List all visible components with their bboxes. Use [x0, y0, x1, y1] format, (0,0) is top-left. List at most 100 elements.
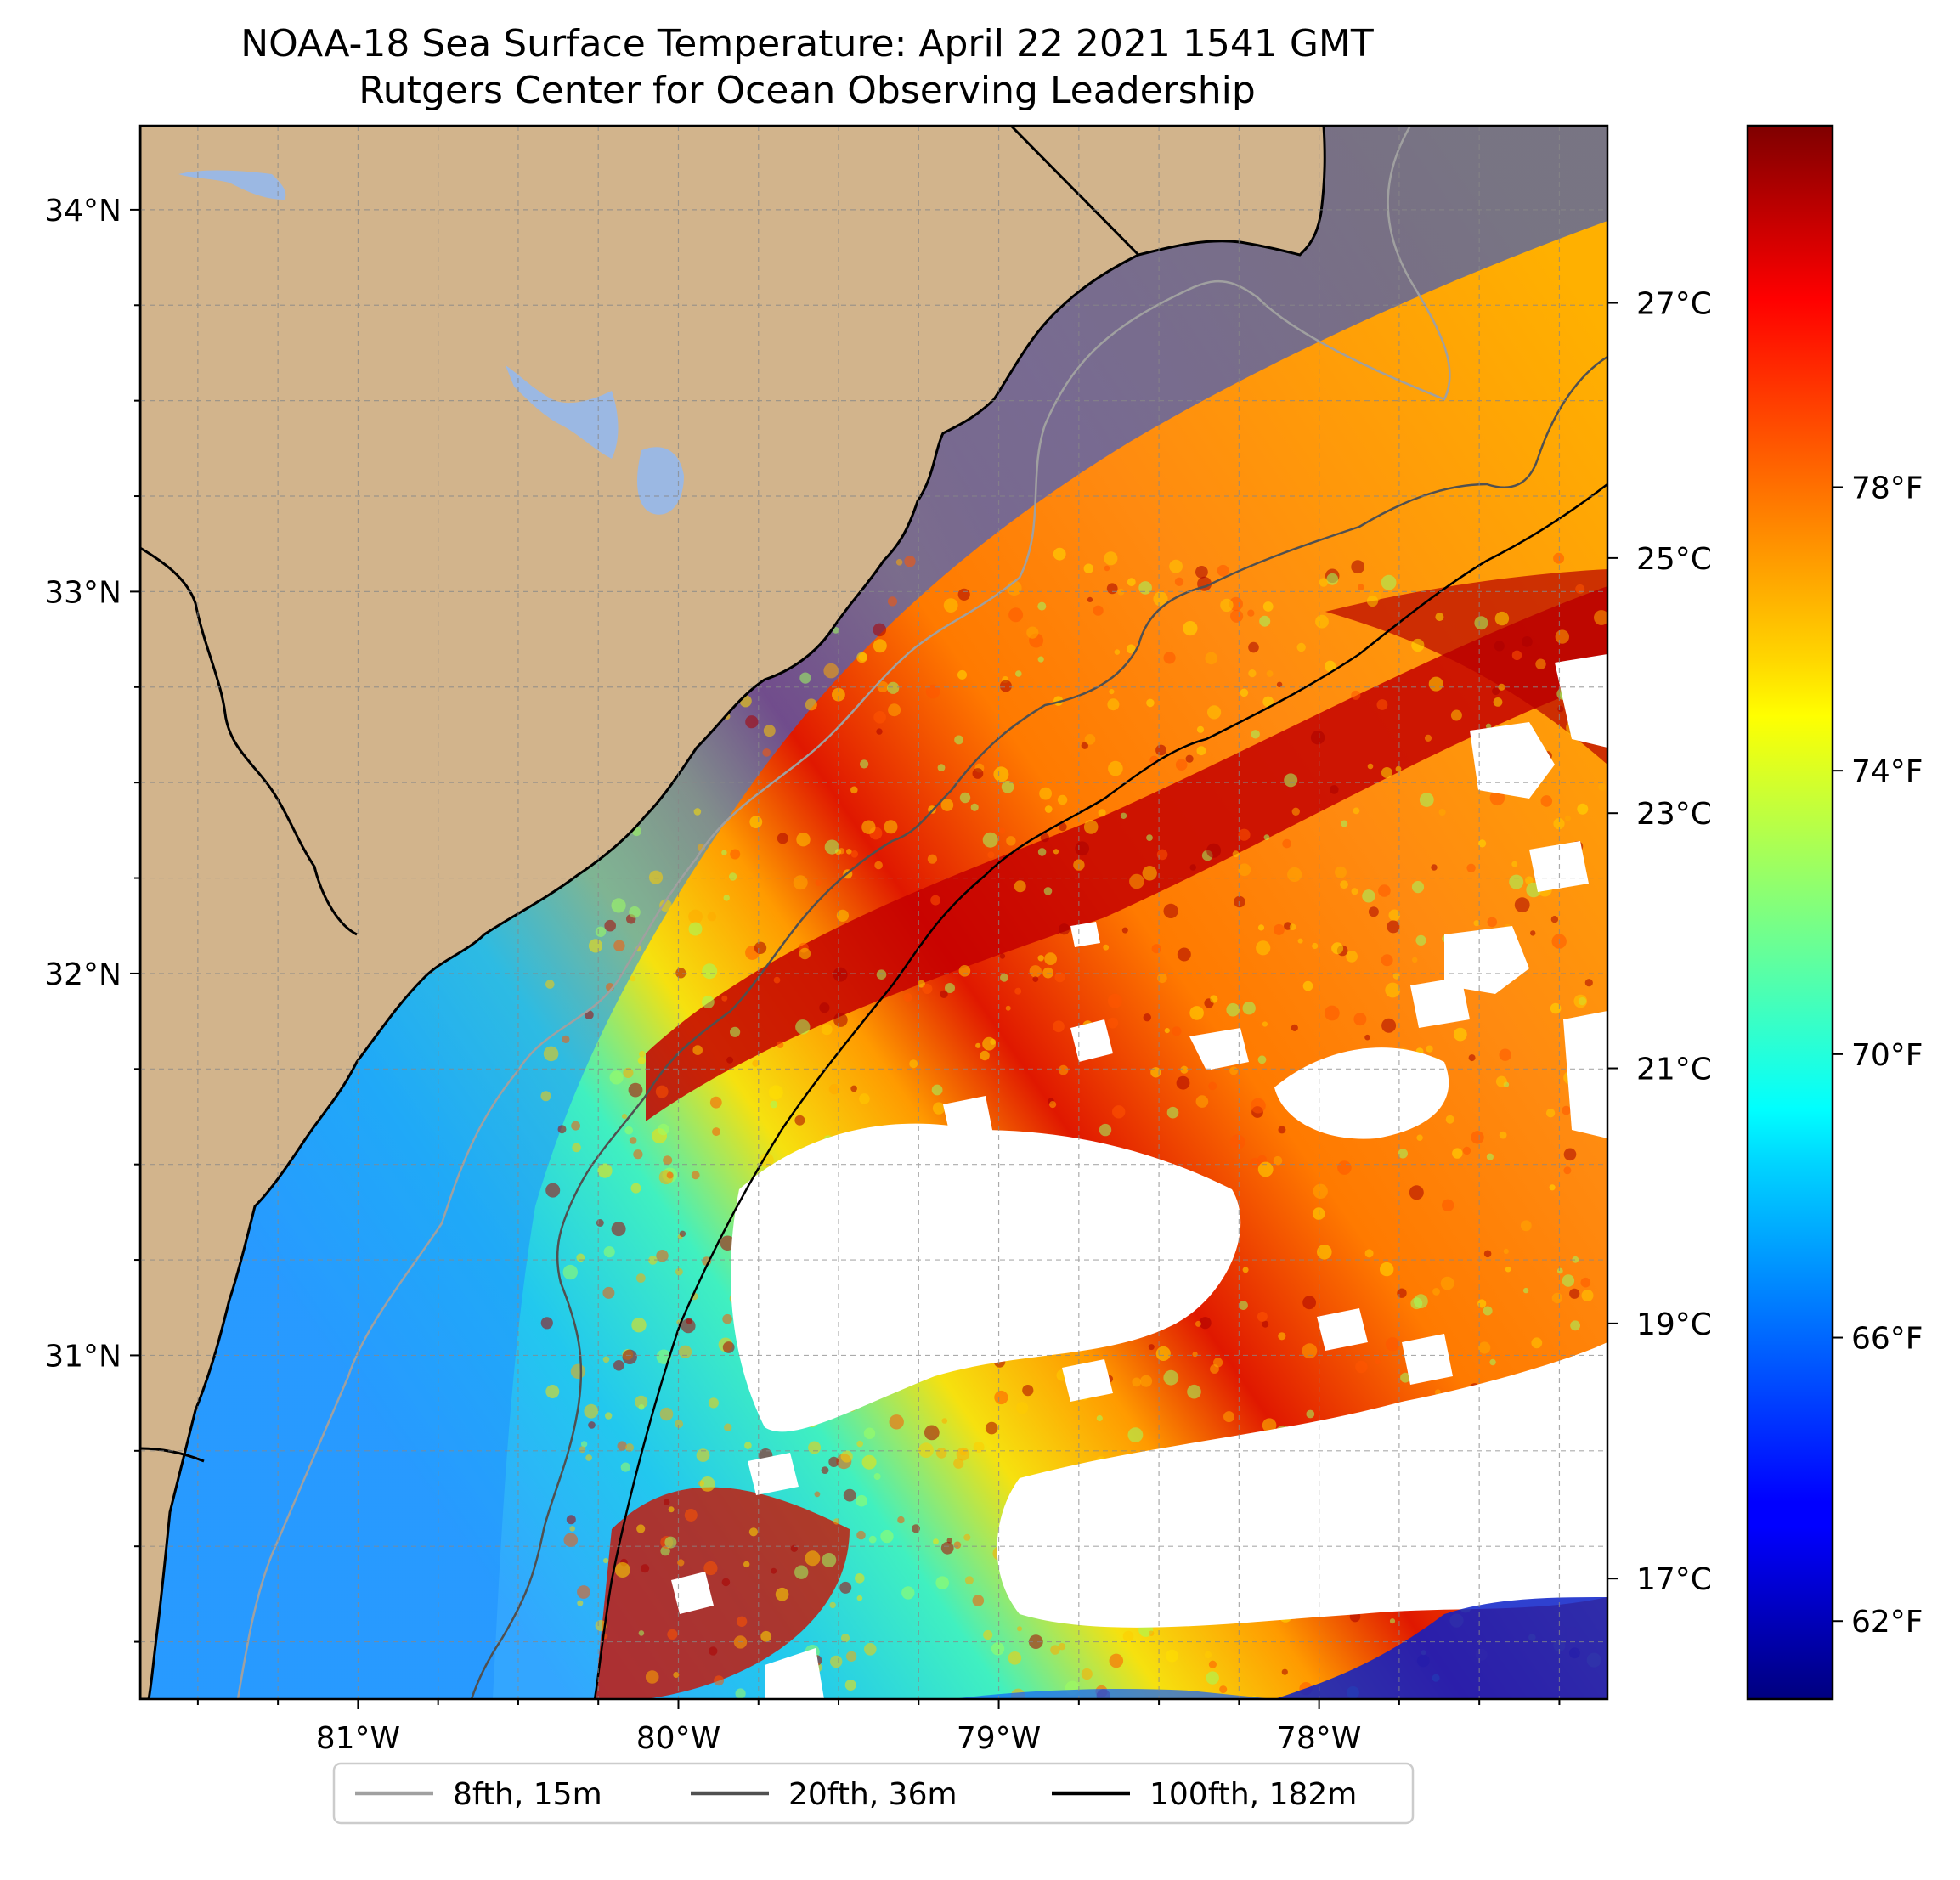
sst-pixel-noise — [1440, 1276, 1454, 1290]
sst-pixel-noise — [845, 1651, 857, 1663]
sst-pixel-noise — [1351, 888, 1358, 895]
sst-pixel-noise — [611, 1222, 626, 1237]
sst-pixel-noise — [793, 875, 808, 890]
sst-pixel-noise — [570, 1363, 586, 1380]
sst-pixel-noise — [795, 1019, 811, 1035]
sst-pixel-noise — [945, 983, 955, 993]
sst-pixel-noise — [577, 1600, 584, 1606]
sst-pixel-noise — [1104, 565, 1110, 572]
sst-pixel-noise — [569, 1526, 575, 1532]
sst-pixel-noise — [1392, 972, 1400, 980]
sst-pixel-noise — [754, 941, 767, 955]
sst-pixel-noise — [730, 1026, 741, 1037]
sst-pixel-noise — [990, 1038, 997, 1045]
sst-pixel-noise — [833, 967, 848, 982]
sst-pixel-noise — [752, 1059, 760, 1067]
sst-pixel-noise — [1175, 759, 1188, 771]
sst-pixel-noise — [985, 1421, 998, 1435]
sst-pixel-noise — [1247, 609, 1255, 617]
sst-pixel-noise — [1478, 839, 1487, 848]
sst-pixel-noise — [1032, 976, 1039, 982]
sst-pixel-noise — [1487, 917, 1498, 928]
legend-box — [332, 1762, 1415, 1825]
sst-pixel-noise — [1016, 1402, 1029, 1414]
sst-pixel-noise — [895, 559, 903, 566]
sst-pixel-noise — [1522, 1287, 1529, 1294]
sst-pixel-noise — [1037, 601, 1047, 611]
sst-pixel-noise — [1127, 578, 1136, 587]
sst-pixel-noise — [1302, 1343, 1318, 1359]
sst-pixel-noise — [1156, 849, 1168, 861]
sst-pixel-noise — [897, 1516, 905, 1524]
sst-pixel-noise — [1242, 1002, 1256, 1015]
sst-pixel-noise — [664, 1499, 670, 1505]
sst-pixel-noise — [1117, 588, 1125, 596]
sst-pixel-noise — [957, 669, 967, 680]
sst-pixel-noise — [1185, 754, 1194, 763]
sst-pixel-noise — [822, 1553, 837, 1567]
sst-pixel-noise — [1494, 641, 1505, 652]
sst-pixel-noise — [1163, 1369, 1179, 1386]
sst-pixel-noise — [999, 953, 1006, 959]
sst-pixel-noise — [722, 1313, 732, 1324]
sst-pixel-noise — [664, 1536, 677, 1549]
sst-pixel-noise — [1153, 591, 1168, 607]
sst-pixel-noise — [925, 684, 940, 699]
sst-pixel-noise — [1257, 1311, 1268, 1322]
sst-pixel-noise — [1453, 1027, 1467, 1042]
sst-pixel-noise — [1058, 1643, 1066, 1651]
sst-pixel-noise — [1014, 987, 1022, 995]
sst-pixel-noise — [993, 766, 1009, 782]
sst-pixel-noise — [1584, 979, 1593, 987]
sst-pixel-noise — [1471, 1131, 1484, 1144]
sst-pixel-noise — [1195, 1320, 1201, 1327]
sst-pixel-noise — [864, 1643, 877, 1656]
sst-pixel-noise — [1257, 1055, 1267, 1064]
sst-pixel-noise — [543, 1046, 559, 1062]
sst-pixel-noise — [1278, 1332, 1286, 1341]
sst-pixel-noise — [953, 1541, 962, 1549]
sst-pixel-noise — [873, 623, 887, 637]
sst-pixel-noise — [1556, 1267, 1563, 1274]
cold-water-patch — [1274, 1597, 1607, 1699]
sst-pixel-noise — [1207, 705, 1222, 720]
sst-pixel-noise — [1058, 1064, 1069, 1075]
sst-pixel-noise — [1381, 954, 1393, 967]
land-mass — [140, 126, 1326, 1699]
sst-pixel-noise — [1385, 1337, 1400, 1352]
sst-pixel-noise — [953, 1458, 964, 1469]
isobath-legend: 8fth, 15m 20fth, 36m 100fth, 182m — [332, 1762, 1415, 1825]
sst-pixel-noise — [1340, 880, 1348, 889]
sst-pixel-noise — [656, 1250, 669, 1262]
sst-pixel-noise — [799, 947, 811, 960]
sst-pixel-noise — [909, 1059, 918, 1069]
sst-pixel-noise — [688, 922, 703, 936]
sst-pixel-noise — [874, 861, 883, 870]
sst-pixel-noise — [1438, 809, 1446, 816]
sst-pixel-noise — [637, 1056, 646, 1064]
sst-pixel-noise — [623, 1067, 634, 1078]
sst-pixel-noise — [1151, 944, 1161, 954]
lon-tick-label: 80°W — [636, 1721, 720, 1756]
sst-pixel-noise — [696, 1448, 710, 1462]
sst-pixel-noise — [1553, 818, 1565, 830]
sst-pixel-noise — [991, 1642, 1005, 1656]
sst-pixel-noise — [744, 1442, 752, 1449]
sst-pixel-noise — [625, 1443, 635, 1452]
sst-pixel-noise — [924, 1425, 940, 1441]
sst-pixel-noise — [1315, 614, 1329, 629]
sst-pixel-noise — [1452, 1148, 1463, 1159]
sst-pixel-noise — [1450, 709, 1462, 721]
sst-pixel-noise — [941, 1418, 948, 1424]
sst-pixel-noise — [1522, 636, 1533, 647]
sst-pixel-noise — [762, 748, 771, 757]
sst-pixel-noise — [1262, 1418, 1277, 1432]
celsius-tick-label: 27°C — [1636, 287, 1712, 322]
sst-pixel-noise — [1257, 924, 1265, 931]
sst-pixel-noise — [1412, 957, 1418, 963]
sst-pixel-noise — [922, 984, 933, 994]
sst-pixel-noise — [722, 1341, 735, 1353]
fahrenheit-tick-label: 78°F — [1851, 471, 1923, 505]
sst-pixel-noise — [999, 827, 1006, 834]
sst-pixel-noise — [1037, 955, 1044, 962]
